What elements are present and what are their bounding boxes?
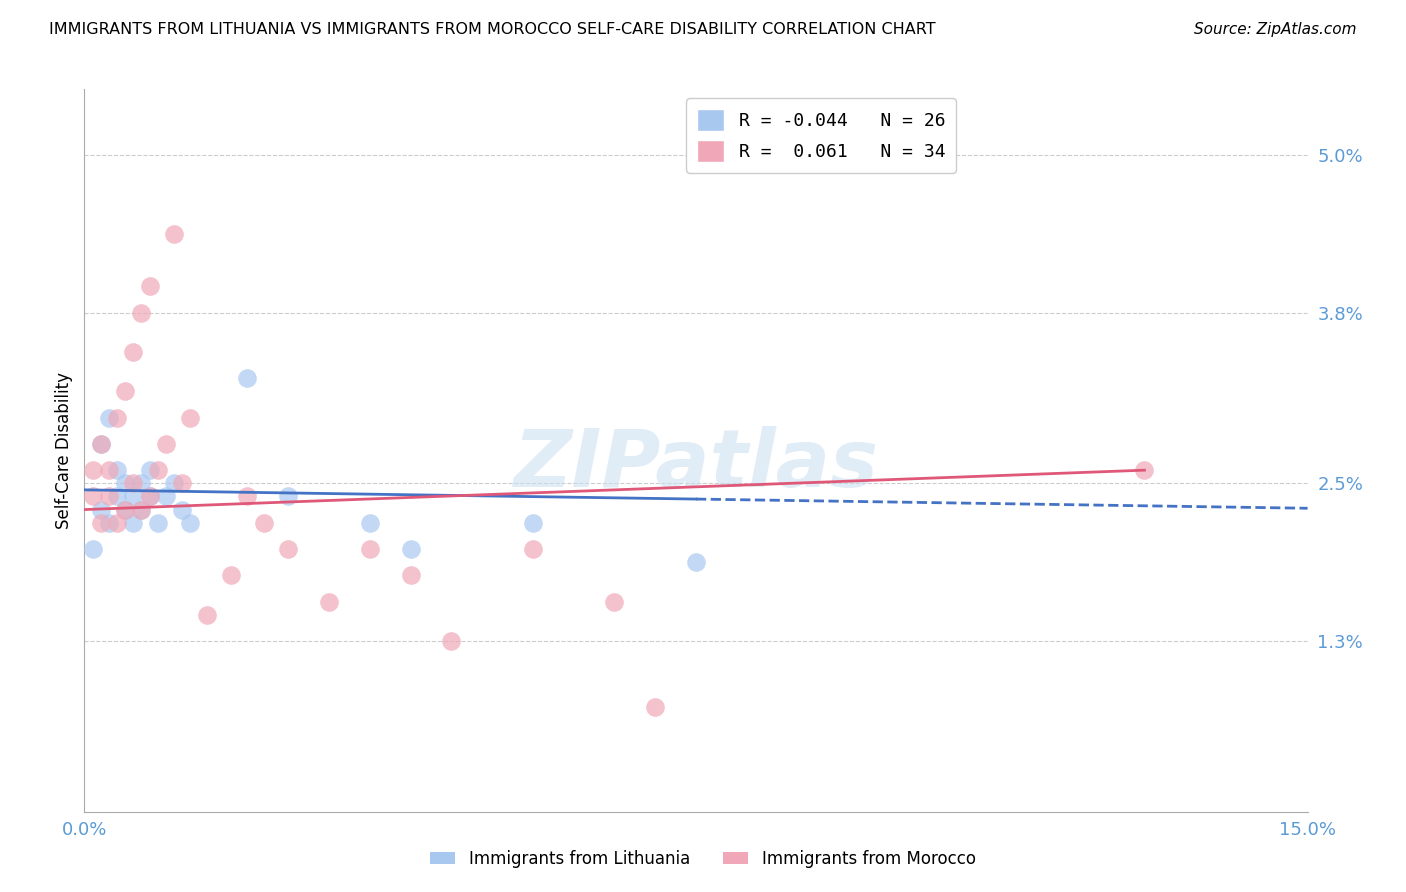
Point [105,410,128,425]
Point [179,516,201,530]
Point [114,476,136,491]
Point [82,463,104,477]
Point [440,634,463,648]
Point [195,607,218,622]
Point [82,541,104,556]
Point [236,371,259,385]
Point [172,476,194,491]
Point [138,490,160,504]
Point [114,502,136,516]
Point [105,516,128,530]
Point [219,568,242,582]
Point [90,437,112,451]
Point [82,490,104,504]
Legend: R = -0.044   N = 26, R =  0.061   N = 34: R = -0.044 N = 26, R = 0.061 N = 34 [686,98,956,173]
Point [122,476,145,491]
Point [522,541,544,556]
Point [277,490,299,504]
Point [90,437,112,451]
Text: IMMIGRANTS FROM LITHUANIA VS IMMIGRANTS FROM MOROCCO SELF-CARE DISABILITY CORREL: IMMIGRANTS FROM LITHUANIA VS IMMIGRANTS … [49,22,936,37]
Point [359,541,381,556]
Point [131,502,153,516]
Text: ZIPatlas: ZIPatlas [513,425,879,504]
Point [1133,463,1156,477]
Point [685,555,707,569]
Point [399,541,422,556]
Point [318,594,340,608]
Point [399,568,422,582]
Point [122,490,145,504]
Point [105,463,128,477]
Point [97,490,120,504]
Point [122,516,145,530]
Point [97,410,120,425]
Point [97,463,120,477]
Point [90,516,112,530]
Point [277,541,299,556]
Point [163,227,186,241]
Point [155,490,177,504]
Point [253,516,276,530]
Point [138,279,160,293]
Point [105,490,128,504]
Point [122,345,145,359]
Point [146,463,169,477]
Point [146,516,169,530]
Point [179,410,201,425]
Point [359,516,381,530]
Text: Source: ZipAtlas.com: Source: ZipAtlas.com [1194,22,1357,37]
Point [138,490,160,504]
Point [603,594,626,608]
Point [138,463,160,477]
Point [131,305,153,319]
Legend: Immigrants from Lithuania, Immigrants from Morocco: Immigrants from Lithuania, Immigrants fr… [423,844,983,875]
Point [114,502,136,516]
Point [236,490,259,504]
Point [522,516,544,530]
Point [131,502,153,516]
Point [163,476,186,491]
Point [114,384,136,399]
Point [172,502,194,516]
Point [90,502,112,516]
Point [97,516,120,530]
Y-axis label: Self-Care Disability: Self-Care Disability [55,372,73,529]
Point [155,437,177,451]
Point [644,699,666,714]
Point [131,476,153,491]
